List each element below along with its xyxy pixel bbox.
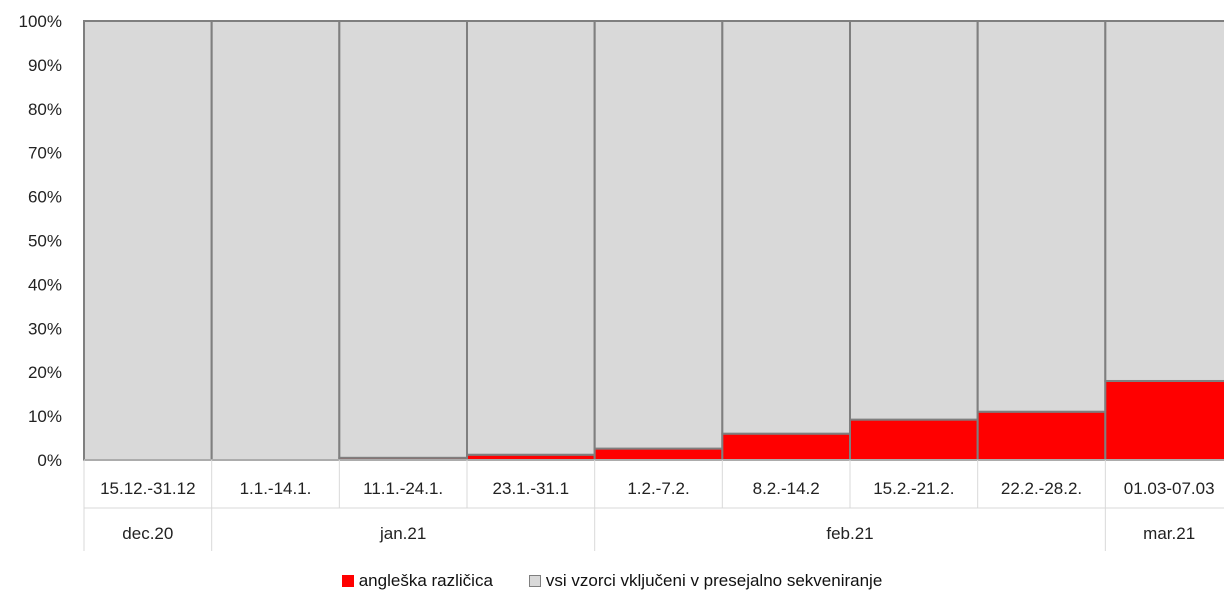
x-tick-label: 15.12.-31.12 <box>100 479 195 498</box>
bar-segment-english-variant <box>721 432 851 462</box>
y-tick-label: 50% <box>28 232 62 251</box>
x-tick-label: 15.2.-21.2. <box>873 479 954 498</box>
x-tick-label: 11.1.-24.1. <box>363 479 443 498</box>
legend-item-all-samples: vsi vzorci vključeni v presejalno sekven… <box>528 571 883 591</box>
x-tick-label: 1.1.-14.1. <box>240 479 312 498</box>
x-group-label: jan.21 <box>379 524 426 543</box>
x-tick-label: 1.2.-7.2. <box>627 479 689 498</box>
stacked-column-chart: 0% 10% 20% 30% 40% 50% 60% 70% 80% 90% 100% 15.12.… <box>19 12 1224 551</box>
bar-segment-all-samples <box>1104 20 1224 382</box>
bar-segment-english-variant <box>1104 379 1224 462</box>
bar-segment-english-variant <box>849 418 979 461</box>
bar-segment-all-samples <box>466 20 596 456</box>
x-tick-label: 22.2.-28.2. <box>1001 479 1082 498</box>
x-axis: 15.12.-31.12 1.1.-14.1. 11.1.-24.1. 23.1.-3… <box>83 459 1224 551</box>
y-tick-label: 30% <box>28 319 62 338</box>
bar-segment-all-samples <box>721 20 851 435</box>
bar-segment-all-samples <box>849 20 979 421</box>
y-tick-label: 40% <box>28 275 62 294</box>
y-tick-label: 90% <box>28 56 62 75</box>
bar-segment-english-variant <box>593 447 724 461</box>
bar-segment-all-samples <box>593 20 724 450</box>
y-tick-label: 20% <box>28 363 62 382</box>
y-tick-label: 60% <box>28 188 62 207</box>
bars <box>83 20 1224 462</box>
bar-segment-all-samples <box>976 20 1107 413</box>
y-axis: 0% 10% 20% 30% 40% 50% 60% 70% 80% 90% 100% <box>19 12 62 470</box>
x-tick-label: 8.2.-14.2 <box>753 479 820 498</box>
x-group-label: mar.21 <box>1143 524 1195 543</box>
legend-label-english-variant: angleška različica <box>358 571 493 590</box>
x-tick-label: 23.1.-31.1 <box>493 479 570 498</box>
y-tick-label: 10% <box>28 407 62 426</box>
bar-segment-all-samples <box>338 20 469 459</box>
legend-swatch-english-variant <box>341 575 354 587</box>
y-tick-label: 70% <box>28 144 62 163</box>
legend-item-english-variant: angleška različica <box>341 571 493 591</box>
y-tick-label: 80% <box>28 100 62 119</box>
x-group-label: feb.21 <box>826 524 873 543</box>
x-group-label: dec.20 <box>122 524 173 543</box>
legend-label-all-samples: vsi vzorci vključeni v presejalno sekven… <box>545 571 883 590</box>
y-tick-label: 0% <box>37 451 62 470</box>
legend: angleška različica vsi vzorci vključeni … <box>0 566 1224 596</box>
bar-segment-english-variant <box>976 410 1107 461</box>
bar-segment-all-samples <box>83 20 213 461</box>
x-tick-label: 01.03-07.03 <box>1124 479 1215 498</box>
legend-swatch-all-samples <box>528 575 541 587</box>
y-tick-label: 100% <box>19 12 62 31</box>
bar-segment-all-samples <box>210 20 341 461</box>
